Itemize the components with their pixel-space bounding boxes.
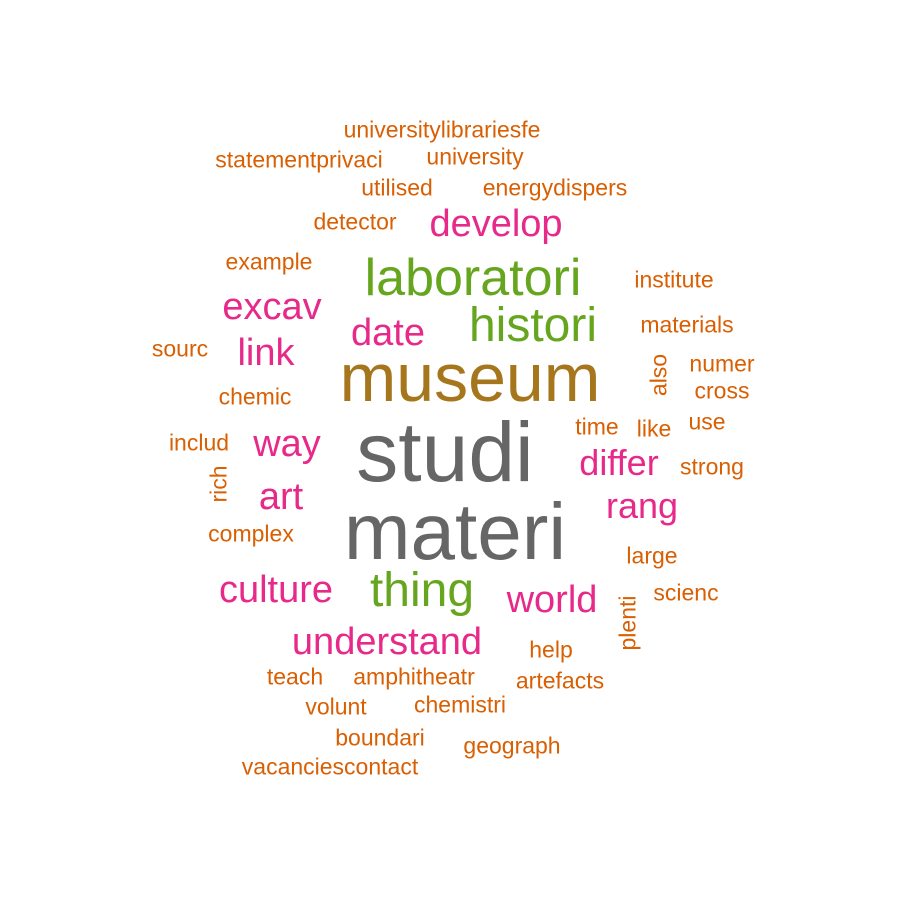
- cloud-word-energydispers: energydispers: [482, 174, 628, 201]
- cloud-word-universitylibrariesfe: universitylibrariesfe: [343, 116, 541, 143]
- cloud-word-art: art: [258, 476, 304, 518]
- cloud-word-help: help: [529, 636, 573, 663]
- cloud-word-cross: cross: [694, 377, 750, 404]
- cloud-word-rich: rich: [205, 465, 232, 503]
- cloud-word-also: also: [645, 353, 672, 397]
- cloud-word-histori: histori: [468, 299, 598, 352]
- cloud-word-plenti: plenti: [614, 595, 641, 651]
- cloud-word-scienc: scienc: [653, 579, 719, 606]
- cloud-word-statementprivaci: statementprivaci: [215, 146, 383, 173]
- cloud-word-artefacts: artefacts: [515, 667, 605, 694]
- cloud-word-strong: strong: [680, 453, 744, 480]
- cloud-word-amphitheatr: amphitheatr: [353, 663, 475, 690]
- cloud-word-rang: rang: [605, 485, 679, 526]
- cloud-word-culture: culture: [218, 569, 334, 611]
- cloud-word-link: link: [237, 332, 295, 374]
- cloud-word-geograph: geograph: [463, 732, 561, 759]
- cloud-word-sourc: sourc: [151, 335, 209, 362]
- cloud-word-way: way: [253, 423, 321, 465]
- cloud-word-materi: materi: [343, 487, 567, 576]
- cloud-word-excav: excav: [222, 286, 322, 328]
- cloud-word-develop: develop: [429, 203, 563, 245]
- cloud-word-like: like: [636, 415, 672, 442]
- cloud-word-use: use: [688, 408, 726, 435]
- cloud-word-boundari: boundari: [335, 724, 425, 751]
- cloud-word-understand: understand: [291, 621, 483, 663]
- cloud-word-teach: teach: [266, 663, 324, 690]
- cloud-word-laboratori: laboratori: [364, 249, 582, 307]
- cloud-word-world: world: [506, 579, 598, 621]
- cloud-word-studi: studi: [356, 405, 534, 499]
- cloud-word-chemistri: chemistri: [413, 691, 507, 718]
- cloud-word-volunt: volunt: [305, 693, 367, 720]
- cloud-word-institute: institute: [634, 266, 714, 293]
- cloud-word-utilised: utilised: [361, 174, 433, 201]
- cloud-word-vacanciescontact: vacanciescontact: [241, 753, 419, 780]
- cloud-word-materials: materials: [640, 311, 734, 338]
- cloud-word-thing: thing: [369, 564, 475, 617]
- cloud-word-includ: includ: [168, 429, 230, 456]
- cloud-word-detector: detector: [313, 208, 397, 235]
- cloud-word-numer: numer: [689, 350, 755, 377]
- cloud-word-time: time: [575, 413, 619, 440]
- cloud-word-museum: museum: [339, 340, 601, 416]
- cloud-word-university: university: [426, 143, 524, 170]
- cloud-word-large: large: [626, 542, 678, 569]
- cloud-word-example: example: [225, 248, 313, 275]
- cloud-word-differ: differ: [579, 442, 659, 483]
- cloud-word-chemic: chemic: [218, 383, 292, 410]
- cloud-word-complex: complex: [208, 520, 294, 547]
- cloud-word-date: date: [351, 312, 425, 354]
